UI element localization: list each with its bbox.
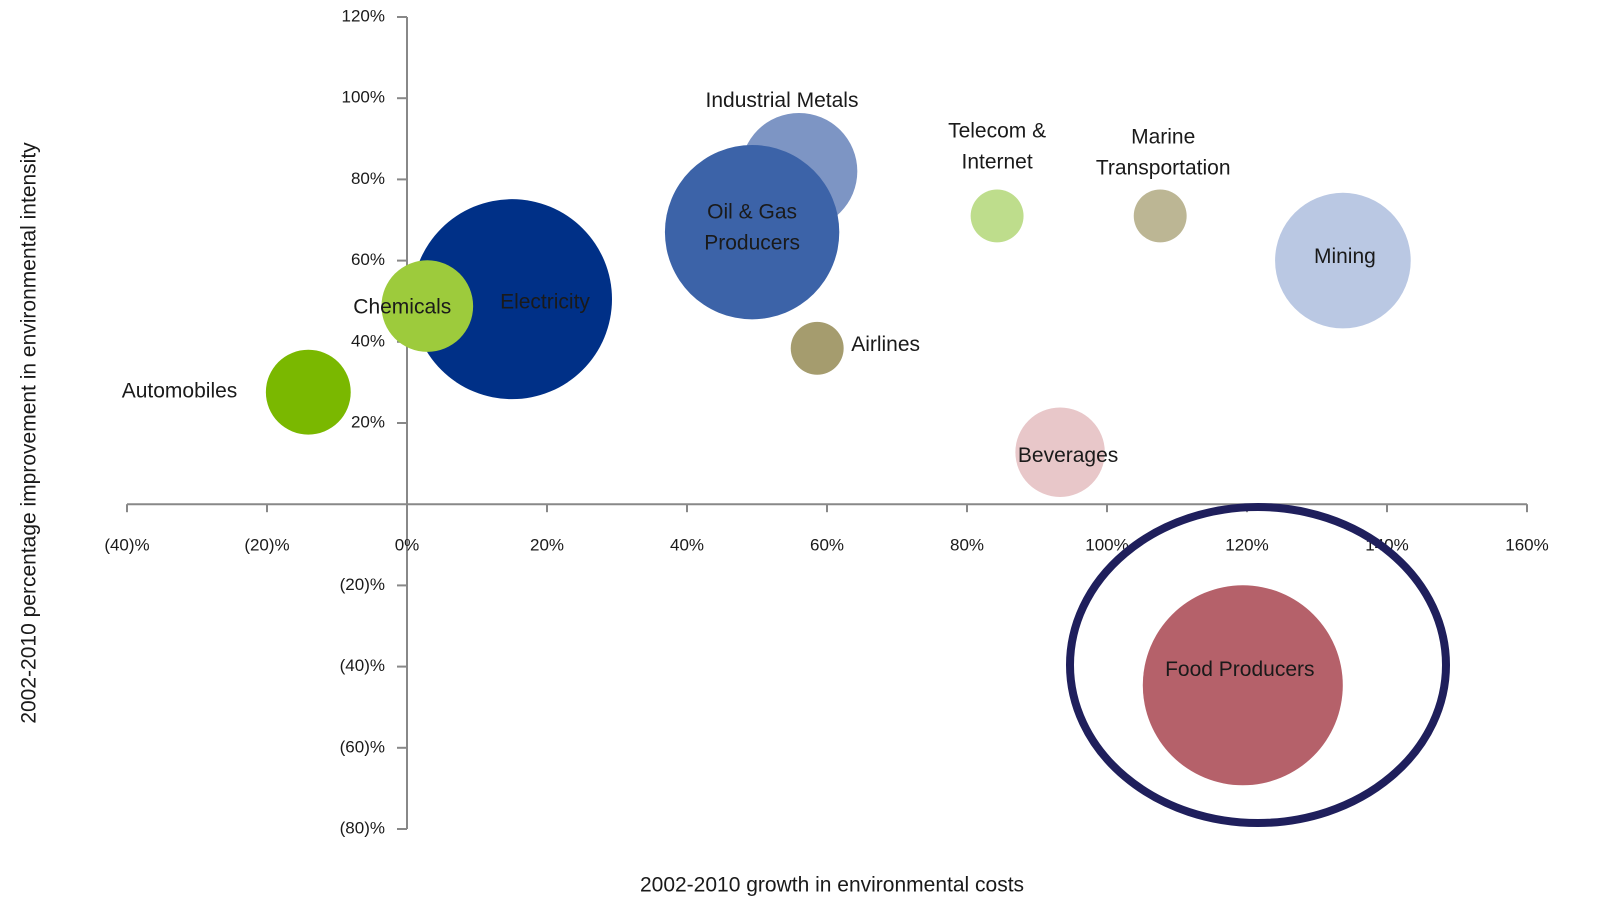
- x-tick-label: 160%: [1505, 536, 1548, 555]
- y-tick-label: (80)%: [340, 818, 385, 837]
- bubble-label: Chemicals: [353, 296, 451, 319]
- bubble-label: Mining: [1314, 245, 1376, 268]
- bubble-label: Industrial Metals: [706, 89, 859, 112]
- bubble: [412, 199, 612, 400]
- x-tick-label: 100%: [1085, 536, 1128, 555]
- bubble: [790, 321, 844, 375]
- x-tick-label: 40%: [670, 536, 704, 555]
- x-axis-title: 2002-2010 growth in environmental costs: [640, 874, 1024, 897]
- y-tick-label: 120%: [342, 6, 385, 25]
- bubble: [265, 349, 351, 435]
- x-tick-label: (20)%: [244, 536, 289, 555]
- x-tick-label: (40)%: [104, 536, 149, 555]
- x-tick-label: 60%: [810, 536, 844, 555]
- y-tick-label: 80%: [351, 169, 385, 188]
- y-axis-title: 2002-2010 percentage improvement in envi…: [18, 142, 41, 724]
- y-tick-label: (20)%: [340, 575, 385, 594]
- bubble: [664, 145, 840, 320]
- x-tick-label: 120%: [1225, 536, 1268, 555]
- y-tick-label: (60)%: [340, 737, 385, 756]
- bubble-label: Oil & Gas: [707, 201, 797, 224]
- bubble-label: Automobiles: [122, 380, 238, 403]
- y-tick-label: 20%: [351, 412, 385, 431]
- bubble-label: Electricity: [500, 291, 590, 314]
- bubble: [1133, 189, 1187, 243]
- bubble-label: Airlines: [851, 333, 920, 356]
- bubble-label: Transportation: [1096, 156, 1231, 179]
- bubble-label: Internet: [961, 150, 1032, 173]
- bubble-label: Producers: [704, 232, 800, 255]
- y-tick-label: (40)%: [340, 656, 385, 675]
- y-tick-label: 60%: [351, 250, 385, 269]
- bubble-label: Food Producers: [1165, 658, 1314, 681]
- bubble-label: Marine: [1131, 125, 1195, 148]
- y-tick-label: 100%: [342, 88, 385, 107]
- bubble-label: Beverages: [1018, 444, 1118, 467]
- x-tick-label: 80%: [950, 536, 984, 555]
- bubble-label: Telecom &: [948, 119, 1046, 142]
- bubble: [1142, 585, 1343, 786]
- x-tick-label: 0%: [395, 536, 420, 555]
- highlight-ellipse: [1066, 503, 1450, 827]
- bubble: [381, 260, 474, 352]
- plot: (40)% (20)% 0% 20% 40% 60% 80% 100% 120% 140% 160%…: [104, 6, 1548, 837]
- bubble: [1275, 192, 1411, 329]
- x-tick-label: 20%: [530, 536, 564, 555]
- bubble: [970, 189, 1024, 243]
- y-tick-label: 40%: [351, 331, 385, 350]
- bubble: [1015, 407, 1105, 497]
